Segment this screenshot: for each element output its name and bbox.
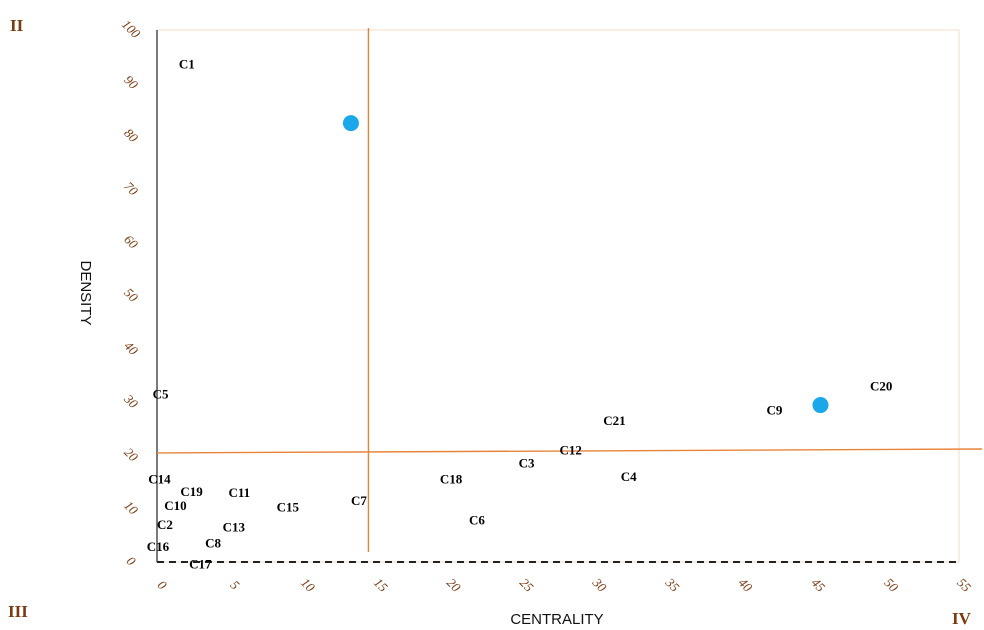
x-tick-label: 5 [227, 577, 243, 593]
point-label-c14: C14 [148, 472, 171, 487]
point-label-c1: C1 [179, 57, 195, 72]
point-label-c5: C5 [153, 386, 169, 401]
y-tick-label: 80 [121, 125, 141, 145]
y-tick-label: 90 [121, 72, 141, 92]
tick-labels: 0 5 10 15 20 25 30 35 40 45 50 55 0 10 20 30 40 50 60 70 80 9… [119, 17, 974, 595]
x-tick-label: 50 [881, 575, 901, 595]
point-label-c18: C18 [440, 472, 463, 487]
horizontal-divider-line [156, 448, 983, 454]
point-label-c15: C15 [277, 500, 300, 515]
x-tick-label: 45 [808, 575, 828, 595]
x-tick-label: 25 [517, 575, 537, 595]
quadrant-label-iv: IV [952, 609, 972, 628]
point-label-c11: C11 [228, 485, 250, 500]
x-tick-label: 15 [371, 575, 391, 595]
point-label-c2: C2 [157, 517, 173, 532]
quadrant-label-ii: II [10, 16, 24, 35]
point-label-c3: C3 [519, 456, 535, 471]
point-label-c12: C12 [559, 442, 581, 457]
point-label-c13: C13 [223, 519, 246, 534]
y-tick-label: 100 [119, 17, 144, 42]
point-label-c7: C7 [351, 493, 367, 508]
point-label-c21: C21 [603, 413, 625, 428]
markers [342, 115, 829, 414]
quadrant-dividers [156, 28, 983, 552]
point-label-c16: C16 [147, 539, 170, 554]
y-tick-label: 20 [121, 445, 141, 465]
y-tick-label: 0 [124, 553, 140, 569]
point-label-c6: C6 [469, 513, 485, 528]
point-label-c9: C9 [767, 402, 783, 417]
x-axis-title: CENTRALITY [510, 611, 603, 628]
y-tick-label: 30 [121, 391, 142, 412]
x-tick-label: 35 [662, 574, 683, 595]
point-label-c10: C10 [164, 498, 186, 513]
y-tick-label: 10 [121, 498, 141, 518]
y-tick-label: 60 [121, 232, 141, 252]
data-point-marker [342, 115, 359, 132]
data-point-marker [812, 397, 829, 414]
point-label-c8: C8 [205, 535, 221, 550]
y-tick-label: 70 [121, 179, 141, 199]
x-tick-label: 10 [298, 575, 318, 595]
point-label-c20: C20 [870, 378, 892, 393]
point-label-c17: C17 [189, 557, 212, 572]
x-tick-label: 40 [736, 575, 756, 595]
x-tick-label: 20 [444, 575, 464, 595]
point-label-c19: C19 [180, 484, 203, 499]
plot-frame [156, 29, 960, 563]
y-tick-label: 40 [121, 338, 141, 358]
x-tick-label: 0 [155, 577, 171, 593]
point-label-c4: C4 [621, 469, 637, 484]
quadrant-label-iii: III [8, 602, 28, 621]
axes [156, 30, 959, 563]
x-tick-label: 55 [954, 575, 974, 595]
y-axis-title: DENSITY [77, 260, 94, 325]
x-tick-label: 30 [589, 574, 610, 595]
y-tick-label: 50 [121, 285, 141, 305]
